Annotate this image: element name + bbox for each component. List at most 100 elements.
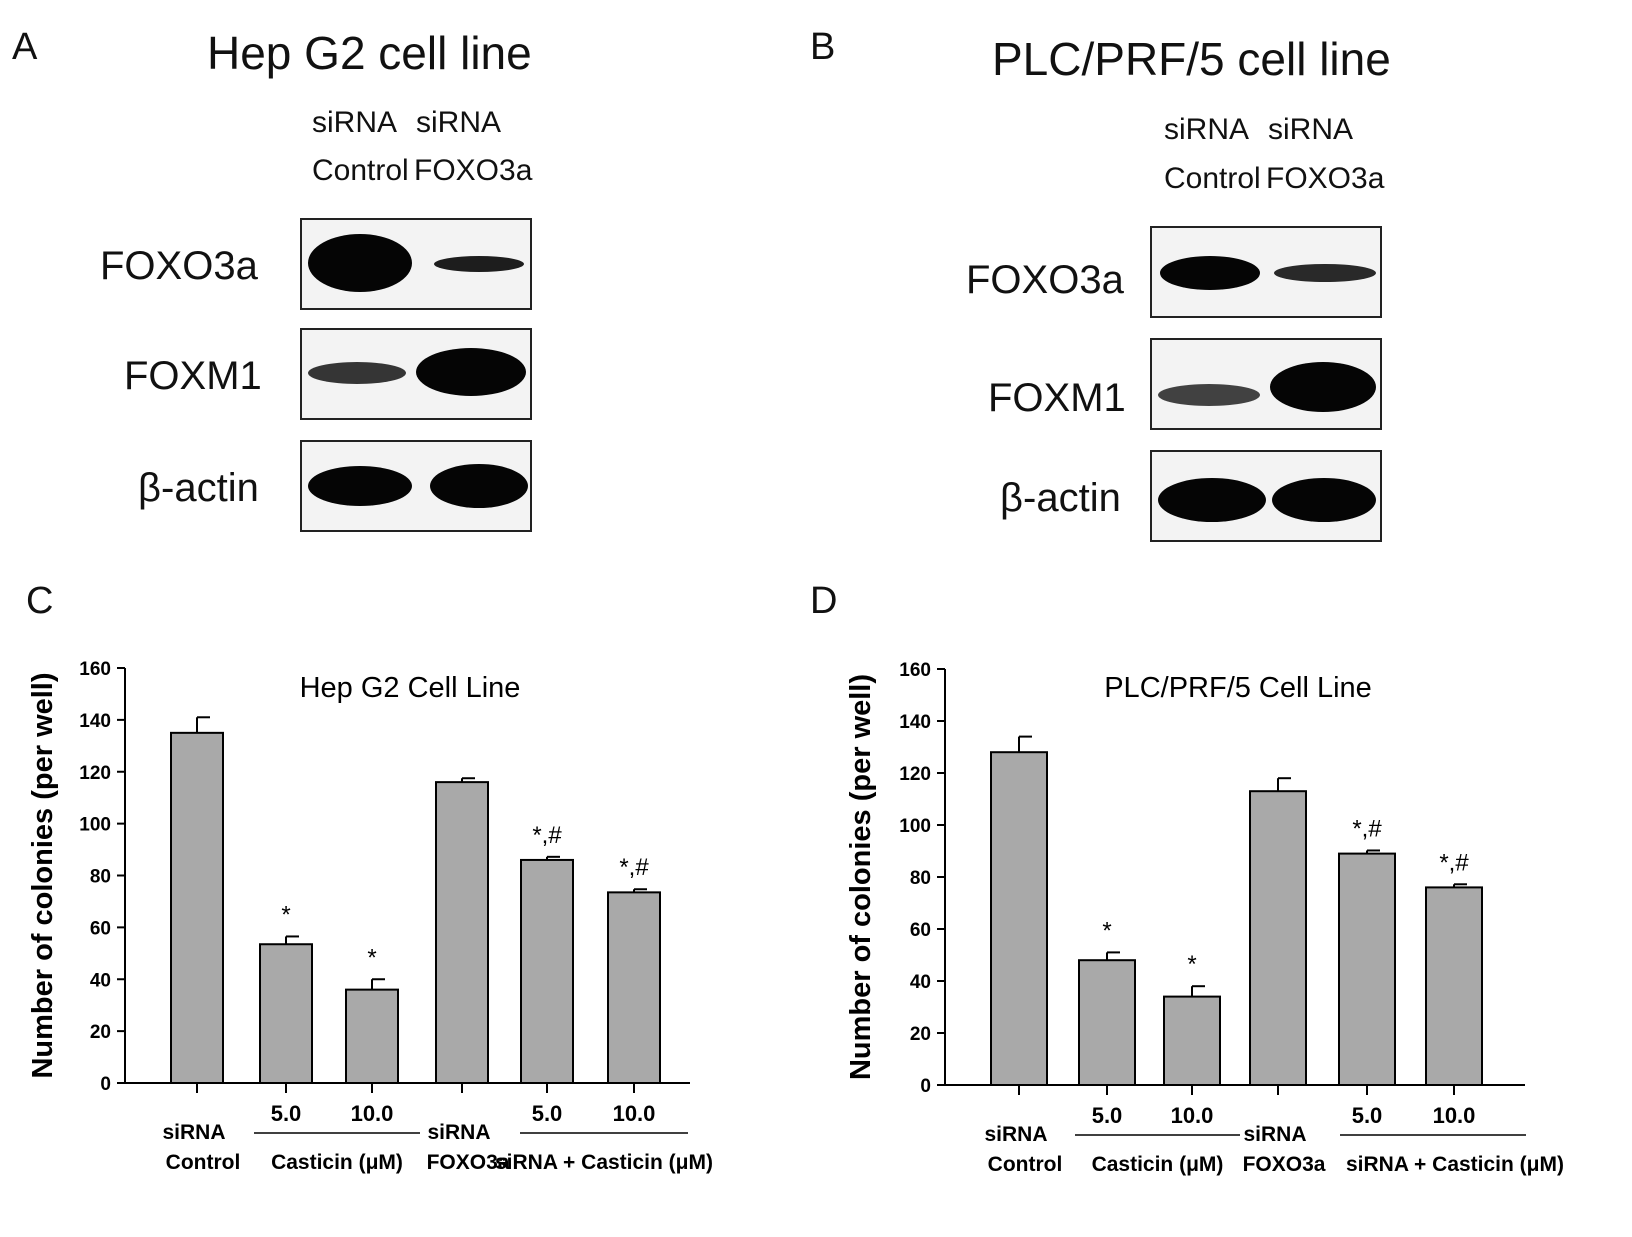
chart-c-bar: [435, 781, 489, 1084]
chart-c-group-label: Casticin (μM): [271, 1151, 403, 1174]
chart-c-significance-label: *: [281, 901, 290, 928]
chart-d-ytick-label: 120: [899, 764, 931, 785]
chart-c-significance-label: *,#: [619, 854, 649, 881]
chart-d-bar: [1338, 852, 1396, 1086]
panel-a-blot-foxm1: [300, 328, 532, 420]
panel-a-title: Hep G2 cell line: [207, 27, 532, 79]
chart-c-ytick-label: 140: [79, 711, 111, 732]
panel-a-foxm1-band-sirna: [416, 348, 526, 396]
panel-b-lane2-line1: siRNA: [1268, 113, 1354, 146]
chart-c-ytick-label: 0: [100, 1074, 111, 1095]
chart-c-xtick-label: 10.0: [613, 1101, 656, 1126]
panel-b-label-beta-actin: β-actin: [1000, 476, 1121, 520]
panel-a-lane2-line1: siRNA: [416, 106, 502, 139]
chart-d-group-label: Casticin (μM): [1092, 1153, 1224, 1176]
chart-c-xtick-label: 5.0: [532, 1101, 563, 1126]
panel-a-foxo3a-band-sirna: [434, 256, 524, 272]
panel-a-actin-band-control: [308, 466, 412, 506]
panel-b-lane1-line1: siRNA: [1164, 113, 1250, 146]
panel-c-chart: 0 20 40 60 80 100 120 140 160 Number of colonies …: [27, 659, 713, 1174]
chart-c-xtick-label: 10.0: [351, 1101, 394, 1126]
panel-b-foxo3a-band-control: [1160, 256, 1260, 290]
chart-c-ytick-label: 40: [90, 970, 111, 991]
panel-a-label-foxo3a: FOXO3a: [100, 244, 258, 288]
panel-d-letter: D: [810, 580, 838, 622]
chart-d-xtick-label: Control: [988, 1153, 1063, 1176]
chart-c-chart-title: Hep G2 Cell Line: [300, 672, 521, 704]
chart-d-ytick-label: 40: [910, 972, 931, 993]
chart-d-ytick-label: 20: [910, 1024, 931, 1045]
chart-d-xtick-label: 5.0: [1092, 1103, 1123, 1128]
chart-d-xtick-label: FOXO3a: [1243, 1153, 1326, 1176]
chart-d-xtick-label: siRNA: [1243, 1123, 1306, 1146]
chart-c-xtick-label: Control: [166, 1151, 241, 1174]
chart-c-significance-label: *: [367, 944, 376, 971]
chart-c-xtick-label: siRNA: [427, 1121, 490, 1144]
chart-d-xtick-label: 10.0: [1433, 1103, 1476, 1128]
panel-b-letter: B: [810, 26, 836, 68]
chart-c-y-axis-label: Number of colonies (per well): [27, 672, 59, 1078]
chart-d-ytick-label: 0: [920, 1076, 931, 1097]
panel-b-foxm1-band-sirna: [1270, 362, 1376, 412]
chart-d-y-axis-label: Number of colonies (per well): [845, 674, 877, 1080]
chart-c-ytick-label: 100: [79, 815, 111, 836]
panel-b-foxm1-band-control: [1158, 384, 1260, 406]
chart-c-ytick-label: 20: [90, 1022, 111, 1043]
chart-c-bar: [259, 943, 313, 1084]
chart-d-significance-label: *: [1187, 951, 1196, 978]
chart-c-ytick-label: 160: [79, 659, 111, 680]
chart-c-xtick-label: 5.0: [271, 1101, 302, 1126]
chart-d-xtick-label: siRNA: [984, 1123, 1047, 1146]
panel-b-foxo3a-band-sirna: [1274, 264, 1376, 282]
panel-a-lane1-line1: siRNA: [312, 106, 398, 139]
panel-a-actin-band-sirna: [430, 464, 528, 508]
panel-b-actin-band-sirna: [1272, 478, 1376, 522]
panel-a-foxo3a-band-control: [308, 234, 412, 292]
panel-b-lane2-line2: FOXO3a: [1266, 162, 1385, 195]
chart-d-bar: [1163, 995, 1221, 1086]
panel-b-blot-foxm1: [1150, 338, 1382, 430]
chart-c-bar: [345, 988, 399, 1084]
chart-d-chart-title: PLC/PRF/5 Cell Line: [1104, 672, 1372, 704]
chart-d-bar: [1249, 790, 1307, 1086]
chart-d-bar: [1078, 959, 1136, 1087]
chart-d-significance-label: *,#: [1352, 815, 1382, 842]
panel-b-title: PLC/PRF/5 cell line: [992, 33, 1391, 85]
chart-d-ytick-label: 60: [910, 920, 931, 941]
panel-d-chart: 0 20 40 60 80 100 120 140 160 Number of colonies …: [845, 660, 1564, 1176]
panel-a-foxm1-band-control: [308, 362, 406, 384]
chart-d-xtick-label: 10.0: [1171, 1103, 1214, 1128]
chart-c-bar: [520, 858, 574, 1084]
chart-c-bar: [170, 731, 224, 1084]
panel-a-label-foxm1: FOXM1: [124, 354, 262, 398]
panel-a-label-beta-actin: β-actin: [138, 466, 259, 510]
chart-d-group-label: siRNA + Casticin (μM): [1346, 1153, 1564, 1176]
panel-a-lane1-line2: Control: [312, 154, 409, 187]
panel-b-label-foxo3a: FOXO3a: [966, 258, 1124, 302]
panel-a-blot-beta-actin: [300, 440, 532, 532]
chart-d-ytick-label: 160: [899, 660, 931, 681]
chart-d-xtick-label: 5.0: [1352, 1103, 1383, 1128]
chart-d-bar: [1425, 886, 1483, 1087]
chart-d-bar: [990, 751, 1048, 1086]
chart-c-ytick-label: 60: [90, 918, 111, 939]
chart-c-bar: [607, 891, 661, 1084]
panel-b-label-foxm1: FOXM1: [988, 376, 1126, 420]
chart-d-ytick-label: 140: [899, 712, 931, 733]
panel-b-blot-beta-actin: [1150, 450, 1382, 542]
panel-a-lane2-line2: FOXO3a: [414, 154, 533, 187]
chart-c-xtick-label: FOXO3a: [427, 1151, 510, 1174]
chart-d-ytick-label: 100: [899, 816, 931, 837]
chart-c-ytick-label: 80: [90, 867, 111, 888]
panel-b-lane1-line2: Control: [1164, 162, 1261, 195]
chart-c-ytick-label: 120: [79, 763, 111, 784]
panel-c-letter: C: [26, 580, 54, 622]
chart-d-significance-label: *,#: [1439, 849, 1469, 876]
chart-d-ytick-label: 80: [910, 868, 931, 889]
panel-a-letter: A: [12, 26, 38, 68]
chart-c-xtick-label: siRNA: [162, 1121, 225, 1144]
panel-b-blot-foxo3a: [1150, 226, 1382, 318]
chart-c-significance-label: *,#: [532, 822, 562, 849]
panel-a-blot-foxo3a: [300, 218, 532, 310]
chart-d-significance-label: *: [1102, 917, 1111, 944]
